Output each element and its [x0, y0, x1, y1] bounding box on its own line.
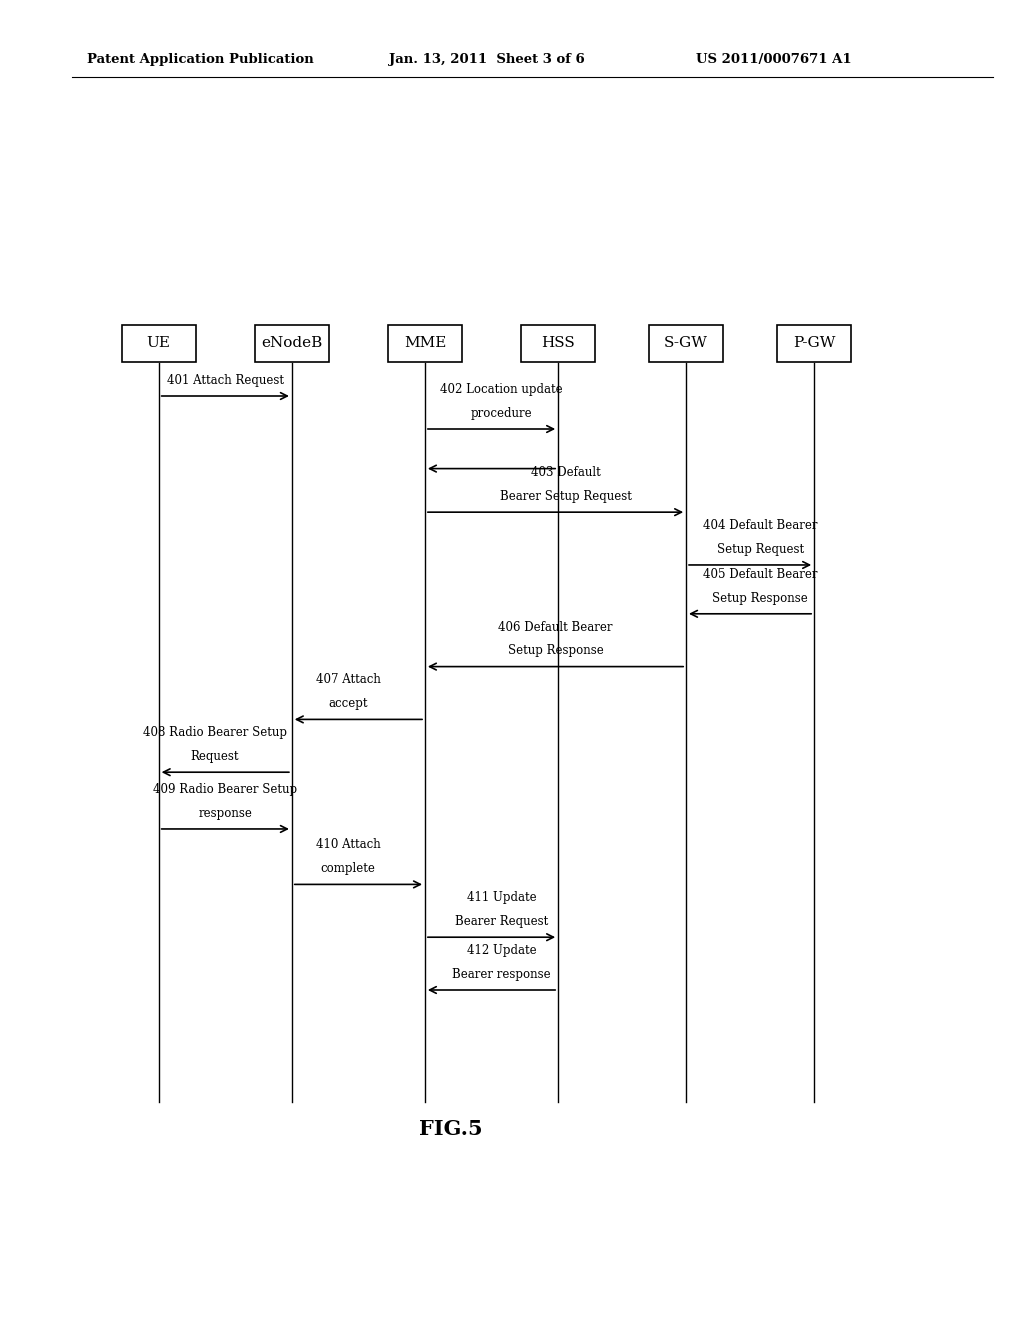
Text: P-GW: P-GW — [793, 337, 836, 350]
Text: 409 Radio Bearer Setup: 409 Radio Bearer Setup — [154, 783, 297, 796]
Text: 408 Radio Bearer Setup: 408 Radio Bearer Setup — [143, 726, 287, 739]
Text: 401 Attach Request: 401 Attach Request — [167, 374, 284, 387]
Text: 410 Attach: 410 Attach — [315, 838, 381, 851]
Text: S-GW: S-GW — [665, 337, 708, 350]
Bar — [122, 325, 196, 362]
Text: 411 Update: 411 Update — [467, 891, 537, 904]
Text: Setup Request: Setup Request — [717, 543, 804, 556]
Text: MME: MME — [403, 337, 446, 350]
Text: HSS: HSS — [542, 337, 574, 350]
Text: response: response — [199, 807, 252, 820]
Text: FIG.5: FIG.5 — [419, 1118, 482, 1139]
Text: 402 Location update: 402 Location update — [440, 383, 563, 396]
Text: Request: Request — [190, 750, 240, 763]
Text: UE: UE — [146, 337, 171, 350]
Text: Jan. 13, 2011  Sheet 3 of 6: Jan. 13, 2011 Sheet 3 of 6 — [389, 53, 585, 66]
Bar — [649, 325, 723, 362]
Text: Setup Response: Setup Response — [508, 644, 603, 657]
Text: Setup Response: Setup Response — [713, 591, 808, 605]
Bar — [521, 325, 595, 362]
Text: 406 Default Bearer: 406 Default Bearer — [499, 620, 612, 634]
Bar — [777, 325, 851, 362]
Text: complete: complete — [321, 862, 376, 875]
Bar — [388, 325, 462, 362]
Text: 404 Default Bearer: 404 Default Bearer — [703, 519, 817, 532]
Text: 412 Update: 412 Update — [467, 944, 537, 957]
Text: Bearer Setup Request: Bearer Setup Request — [500, 490, 632, 503]
Text: US 2011/0007671 A1: US 2011/0007671 A1 — [696, 53, 852, 66]
Text: 405 Default Bearer: 405 Default Bearer — [703, 568, 817, 581]
Text: procedure: procedure — [471, 407, 532, 420]
Text: Patent Application Publication: Patent Application Publication — [87, 53, 313, 66]
Text: accept: accept — [329, 697, 368, 710]
Bar — [255, 325, 329, 362]
Text: 407 Attach: 407 Attach — [315, 673, 381, 686]
Text: Bearer response: Bearer response — [453, 968, 551, 981]
Text: 403 Default: 403 Default — [530, 466, 601, 479]
Text: eNodeB: eNodeB — [261, 337, 323, 350]
Text: Bearer Request: Bearer Request — [455, 915, 549, 928]
